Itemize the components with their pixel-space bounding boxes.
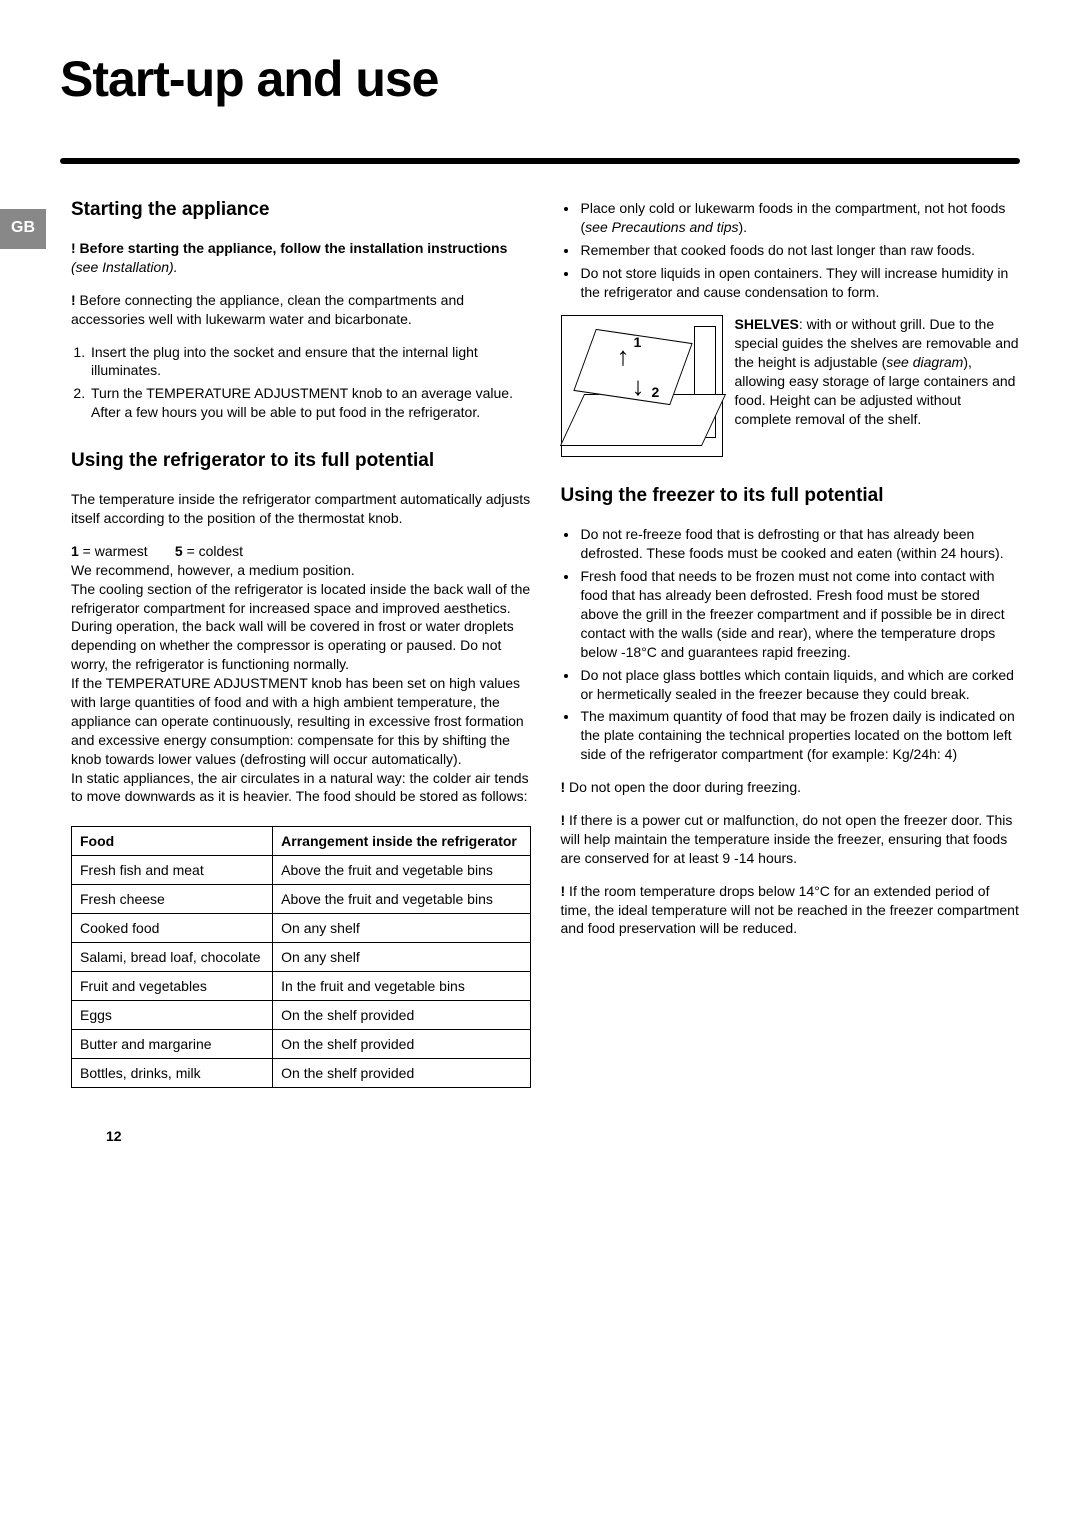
td: Salami, bread loaf, chocolate	[72, 943, 273, 972]
page-title: Start-up and use	[60, 50, 1020, 108]
td: Butter and margarine	[72, 1030, 273, 1059]
warn-3: ! If the room temperature drops below 14…	[561, 882, 1021, 939]
table-row: Fruit and vegetablesIn the fruit and veg…	[72, 972, 531, 1001]
food-table: Food Arrangement inside the refrigerator…	[71, 826, 531, 1088]
temp-1: 1	[71, 543, 79, 559]
td: Cooked food	[72, 914, 273, 943]
td: Bottles, drinks, milk	[72, 1059, 273, 1088]
arrow-up-icon: ↑	[617, 341, 630, 372]
col-left: Starting the appliance ! Before starting…	[71, 199, 531, 1088]
td: On the shelf provided	[273, 1030, 530, 1059]
freezer-list: Do not re-freeze food that is defrosting…	[561, 525, 1021, 764]
divider	[60, 158, 1020, 164]
table-row: Butter and margarineOn the shelf provide…	[72, 1030, 531, 1059]
arrow-down-icon: ↓	[632, 371, 645, 402]
td: In the fruit and vegetable bins	[273, 972, 530, 1001]
warn-3-text: If the room temperature drops below 14°C…	[561, 883, 1019, 937]
col-right: Place only cold or lukewarm foods in the…	[561, 199, 1021, 1088]
page-number: 12	[60, 1128, 1020, 1144]
table-row: Cooked foodOn any shelf	[72, 914, 531, 943]
td: Above the fruit and vegetable bins	[273, 856, 530, 885]
table-row: EggsOn the shelf provided	[72, 1001, 531, 1030]
table-row: Fresh fish and meatAbove the fruit and v…	[72, 856, 531, 885]
heading-starting: Starting the appliance	[71, 199, 531, 221]
shelf-diagram: 1 ↑ ↓ 2	[561, 315, 723, 457]
para-fridge-1: The temperature inside the refrigerator …	[71, 490, 531, 528]
list-item: Remember that cooked foods do not last l…	[579, 241, 1021, 260]
td: On any shelf	[273, 914, 530, 943]
para-clean: ! Before connecting the appliance, clean…	[71, 291, 531, 329]
content-area: GB Starting the appliance ! Before start…	[60, 199, 1020, 1088]
warn-1-text: Do not open the door during freezing.	[565, 779, 801, 795]
temp-warm: = warmest	[79, 543, 152, 559]
warn-2-text: If there is a power cut or malfunction, …	[561, 812, 1013, 866]
td: Above the fruit and vegetable bins	[273, 885, 530, 914]
warn-2: ! If there is a power cut or malfunction…	[561, 811, 1021, 868]
th-arrangement: Arrangement inside the refrigerator	[273, 827, 530, 856]
shelf-text: SHELVES: with or without grill. Due to t…	[735, 315, 1021, 457]
table-header-row: Food Arrangement inside the refrigerator	[72, 827, 531, 856]
td: Fruit and vegetables	[72, 972, 273, 1001]
para-fridge-5: In static appliances, the air circulates…	[71, 769, 531, 807]
td: Fresh fish and meat	[72, 856, 273, 885]
list-item: Do not place glass bottles which contain…	[579, 666, 1021, 704]
diagram-num-2: 2	[652, 384, 660, 400]
td: Eggs	[72, 1001, 273, 1030]
list-item: Do not store liquids in open containers.…	[579, 264, 1021, 302]
diagram-num-1: 1	[634, 334, 642, 350]
para-temp: 1 = warmest 5 = coldest	[71, 542, 531, 561]
list-item: Do not re-freeze food that is defrosting…	[579, 525, 1021, 563]
list-item: Fresh food that needs to be frozen must …	[579, 567, 1021, 661]
step-2: Turn the TEMPERATURE ADJUSTMENT knob to …	[89, 384, 531, 422]
heading-fridge: Using the refrigerator to its full poten…	[71, 450, 531, 472]
td: On the shelf provided	[273, 1001, 530, 1030]
list-item: The maximum quantity of food that may be…	[579, 707, 1021, 764]
para-fridge-4: If the TEMPERATURE ADJUSTMENT knob has b…	[71, 674, 531, 768]
page: Start-up and use GB Starting the applian…	[0, 0, 1080, 1184]
td: On any shelf	[273, 943, 530, 972]
table-row: Fresh cheeseAbove the fruit and vegetabl…	[72, 885, 531, 914]
temp-5: 5	[175, 543, 183, 559]
para-clean-text: Before connecting the appliance, clean t…	[71, 292, 464, 327]
language-tab: GB	[0, 209, 46, 249]
italic-install: (see Installation).	[71, 259, 178, 275]
th-food: Food	[72, 827, 273, 856]
step-1: Insert the plug into the socket and ensu…	[89, 343, 531, 381]
shelves-italic: see diagram	[886, 354, 963, 370]
heading-freezer: Using the freezer to its full potential	[561, 485, 1021, 507]
table-row: Salami, bread loaf, chocolateOn any shel…	[72, 943, 531, 972]
columns: Starting the appliance ! Before starting…	[71, 199, 1020, 1088]
para-fridge-2: We recommend, however, a medium position…	[71, 561, 531, 580]
table-row: Bottles, drinks, milkOn the shelf provid…	[72, 1059, 531, 1088]
start-steps: Insert the plug into the socket and ensu…	[71, 343, 531, 423]
shelves-bold: SHELVES	[735, 316, 799, 332]
para-install: ! Before starting the appliance, follow …	[71, 239, 531, 277]
list-item: Place only cold or lukewarm foods in the…	[579, 199, 1021, 237]
bold-install: ! Before starting the appliance, follow …	[71, 240, 507, 256]
td: On the shelf provided	[273, 1059, 530, 1088]
td: Fresh cheese	[72, 885, 273, 914]
temp-cold: = coldest	[183, 543, 243, 559]
li-text: Place only cold or lukewarm foods in the…	[581, 200, 1006, 235]
para-fridge-3: The cooling section of the refrigerator …	[71, 580, 531, 674]
warn-1: ! Do not open the door during freezing.	[561, 778, 1021, 797]
shelf-block: 1 ↑ ↓ 2 SHELVES: with or without grill. …	[561, 315, 1021, 457]
tips-list: Place only cold or lukewarm foods in the…	[561, 199, 1021, 301]
